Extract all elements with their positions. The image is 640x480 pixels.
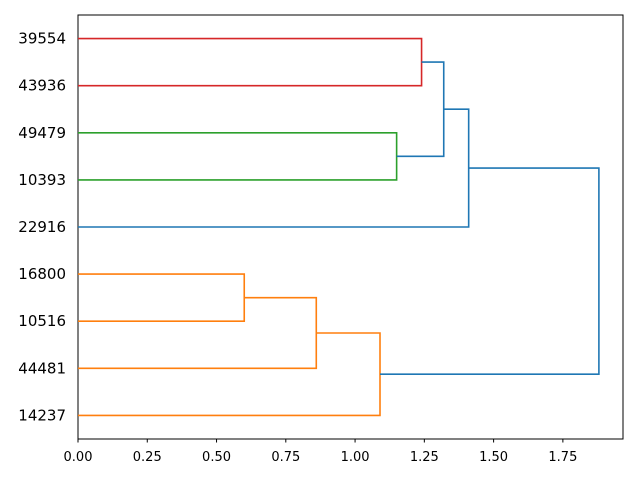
x-tick-label: 0.25	[133, 450, 162, 465]
leaf-label: 44481	[18, 359, 66, 377]
leaf-label: 14237	[18, 406, 66, 424]
leaf-label: 39554	[18, 30, 66, 48]
dendrogram-link	[78, 37, 423, 87]
leaf-label: 43936	[18, 77, 66, 95]
leaf-label: 49479	[18, 124, 66, 142]
leaf-label: 16800	[18, 265, 66, 283]
x-tick-label: 1.00	[341, 450, 370, 465]
leaf-label: 10393	[18, 171, 66, 189]
dendrogram-link	[396, 61, 445, 158]
leaf-label: 10516	[18, 312, 66, 330]
x-tick-label: 1.25	[410, 450, 439, 465]
dendrogram-link	[78, 131, 398, 181]
dendrogram-link	[78, 108, 470, 228]
x-tick-label: 1.50	[479, 450, 508, 465]
x-tick-label: 0.75	[271, 450, 300, 465]
x-tick-label: 1.75	[548, 450, 577, 465]
dendrogram-link	[380, 167, 600, 376]
dendrogram-link	[78, 273, 246, 323]
dendrogram-link	[78, 296, 318, 370]
x-tick-label: 0.00	[64, 450, 93, 465]
leaf-label: 22916	[18, 218, 66, 236]
dendrogram-link	[78, 332, 381, 417]
x-tick-label: 0.50	[202, 450, 231, 465]
